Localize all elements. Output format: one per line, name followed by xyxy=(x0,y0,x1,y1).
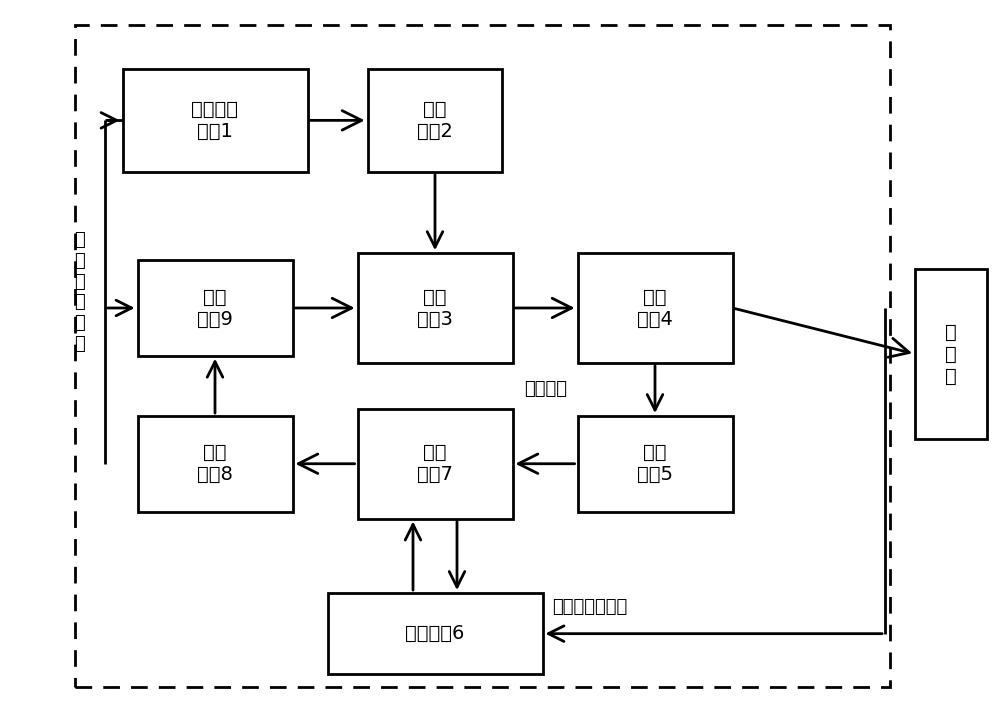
Text: 逆变
电路3: 逆变 电路3 xyxy=(417,287,453,329)
Text: 整流
电路2: 整流 电路2 xyxy=(417,100,453,141)
Bar xyxy=(578,253,732,362)
Text: 换
能
器: 换 能 器 xyxy=(945,323,957,385)
Bar xyxy=(368,69,502,172)
Bar xyxy=(358,253,512,362)
Bar xyxy=(358,409,512,518)
Text: 反馈
电路5: 反馈 电路5 xyxy=(637,443,673,484)
Text: 输
入
电
压
调
节: 输 入 电 压 调 节 xyxy=(75,231,85,353)
Text: 匹配
电路4: 匹配 电路4 xyxy=(637,287,673,329)
Bar xyxy=(578,416,732,511)
Text: 隔离
电路8: 隔离 电路8 xyxy=(197,443,233,484)
Text: 控制面板6: 控制面板6 xyxy=(405,624,465,643)
Text: 电压、电流检测: 电压、电流检测 xyxy=(552,598,628,616)
Bar xyxy=(138,261,292,356)
Text: 驱动
电路9: 驱动 电路9 xyxy=(197,287,233,329)
Bar xyxy=(328,593,542,674)
Text: 电流采样: 电流采样 xyxy=(524,380,568,399)
Bar xyxy=(122,69,308,172)
Bar xyxy=(915,269,987,439)
Text: 控制
电路7: 控制 电路7 xyxy=(417,443,453,484)
Text: 单相交流
输入1: 单相交流 输入1 xyxy=(192,100,239,141)
Bar xyxy=(138,416,292,511)
Bar xyxy=(75,25,890,687)
